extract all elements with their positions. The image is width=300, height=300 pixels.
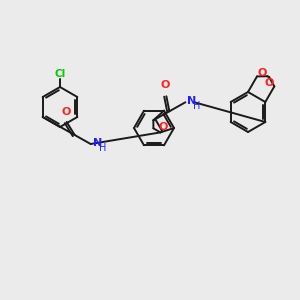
Text: N: N — [93, 138, 102, 148]
Text: O: O — [158, 122, 168, 132]
Text: O: O — [161, 80, 170, 90]
Text: Cl: Cl — [54, 69, 66, 79]
Text: O: O — [257, 68, 267, 78]
Text: O: O — [62, 107, 71, 117]
Text: H: H — [99, 143, 106, 153]
Text: O: O — [265, 78, 274, 88]
Text: H: H — [194, 101, 201, 111]
Text: N: N — [188, 96, 196, 106]
